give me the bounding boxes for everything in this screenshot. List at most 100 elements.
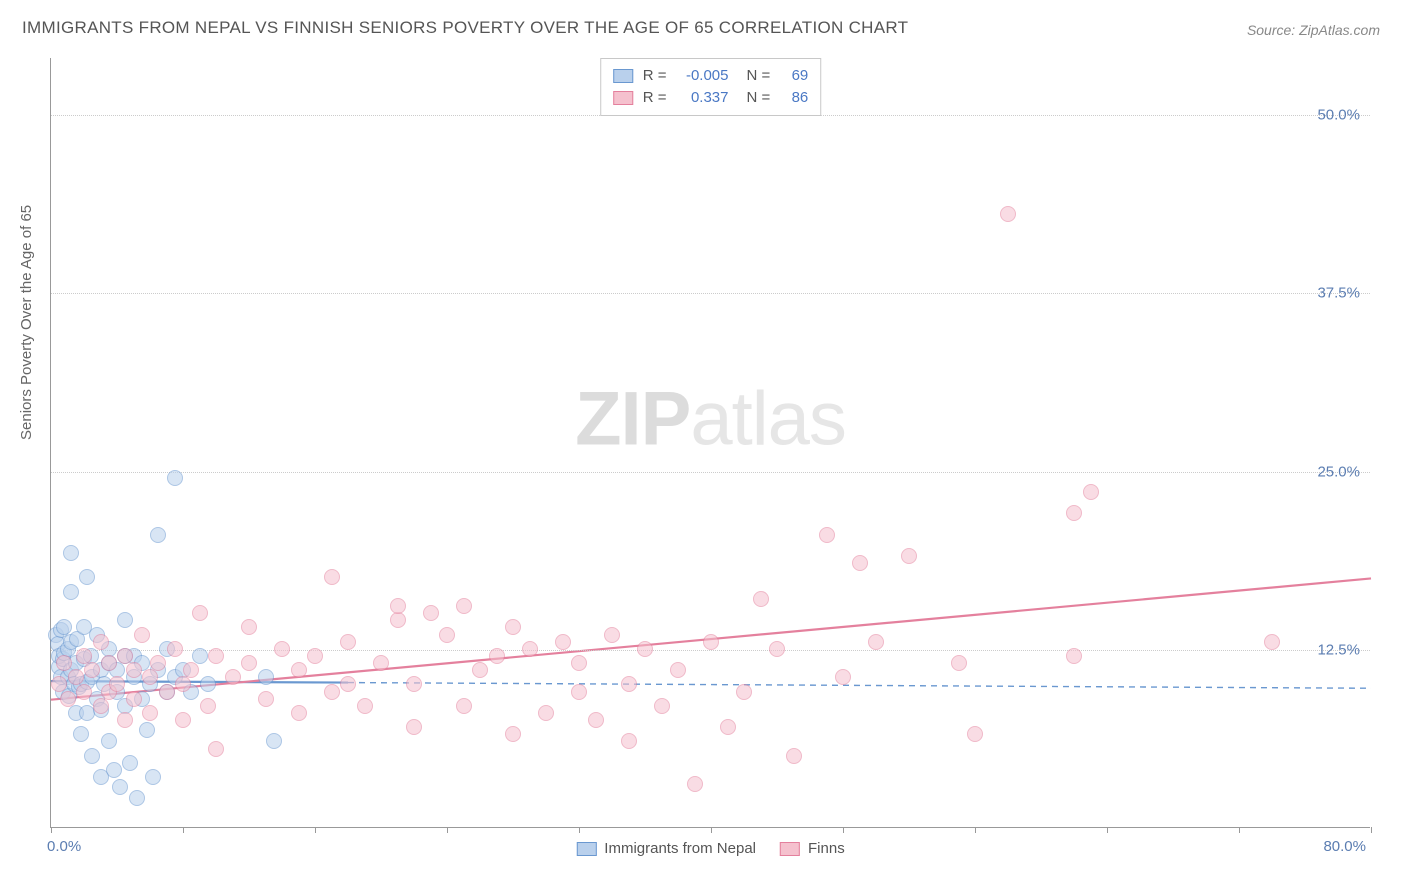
data-point-finns [291, 705, 307, 721]
data-point-finns [60, 691, 76, 707]
data-point-finns [786, 748, 802, 764]
data-point-finns [621, 733, 637, 749]
data-point-finns [84, 662, 100, 678]
data-point-finns [56, 655, 72, 671]
data-point-nepal [117, 612, 133, 628]
data-point-finns [967, 726, 983, 742]
gridline [51, 472, 1370, 473]
data-point-nepal [145, 769, 161, 785]
data-point-finns [109, 676, 125, 692]
data-point-finns [225, 669, 241, 685]
correlation-legend: R =-0.005N =69R =0.337N =86 [600, 58, 822, 116]
data-point-finns [1083, 484, 1099, 500]
data-point-nepal [122, 755, 138, 771]
legend-swatch-finns [780, 842, 800, 856]
gridline [51, 293, 1370, 294]
data-point-finns [769, 641, 785, 657]
data-point-finns [852, 555, 868, 571]
legend-item-finns: Finns [780, 840, 845, 857]
data-point-finns [406, 676, 422, 692]
data-point-nepal [84, 748, 100, 764]
data-point-finns [390, 598, 406, 614]
data-point-finns [637, 641, 653, 657]
legend-swatch-finns [613, 91, 633, 105]
watermark-atlas: atlas [690, 377, 846, 462]
data-point-finns [901, 548, 917, 564]
data-point-finns [340, 676, 356, 692]
y-axis-label: Seniors Poverty Over the Age of 65 [18, 205, 35, 440]
data-point-finns [134, 627, 150, 643]
data-point-finns [1066, 505, 1082, 521]
x-tick-mark [1371, 827, 1372, 833]
data-point-finns [76, 684, 92, 700]
data-point-finns [117, 712, 133, 728]
data-point-finns [126, 691, 142, 707]
data-point-nepal [150, 527, 166, 543]
data-point-finns [183, 662, 199, 678]
y-tick-label: 12.5% [1317, 641, 1360, 658]
data-point-finns [126, 662, 142, 678]
legend-stats-row-finns: R =0.337N =86 [613, 87, 809, 109]
data-point-finns [208, 648, 224, 664]
y-tick-label: 25.0% [1317, 463, 1360, 480]
data-point-nepal [266, 733, 282, 749]
legend-swatch-nepal [576, 842, 596, 856]
data-point-finns [703, 634, 719, 650]
r-label: R = [643, 87, 667, 109]
data-point-finns [274, 641, 290, 657]
watermark-zip: ZIP [575, 377, 690, 462]
data-point-finns [324, 569, 340, 585]
data-point-nepal [101, 733, 117, 749]
data-point-finns [200, 698, 216, 714]
data-point-finns [1264, 634, 1280, 650]
data-point-finns [1066, 648, 1082, 664]
data-point-finns [819, 527, 835, 543]
r-label: R = [643, 65, 667, 87]
y-tick-label: 37.5% [1317, 285, 1360, 302]
data-point-finns [868, 634, 884, 650]
x-tick-mark [1239, 827, 1240, 833]
data-point-finns [175, 712, 191, 728]
x-tick-mark [447, 827, 448, 833]
data-point-nepal [192, 648, 208, 664]
n-value-finns: 86 [780, 87, 808, 109]
legend-label-finns: Finns [808, 840, 845, 857]
source-link[interactable]: ZipAtlas.com [1299, 22, 1380, 38]
data-point-finns [406, 719, 422, 735]
legend-item-nepal: Immigrants from Nepal [576, 840, 756, 857]
data-point-finns [588, 712, 604, 728]
data-point-finns [456, 598, 472, 614]
data-point-nepal [200, 676, 216, 692]
r-value-nepal: -0.005 [677, 65, 729, 87]
x-tick-mark [315, 827, 316, 833]
data-point-finns [522, 641, 538, 657]
data-point-finns [175, 676, 191, 692]
data-point-nepal [129, 790, 145, 806]
data-point-finns [241, 619, 257, 635]
data-point-finns [208, 741, 224, 757]
data-point-finns [159, 684, 175, 700]
x-tick-mark [183, 827, 184, 833]
n-value-nepal: 69 [780, 65, 808, 87]
data-point-finns [687, 776, 703, 792]
data-point-finns [373, 655, 389, 671]
x-tick-mark [975, 827, 976, 833]
source-label: Source: [1247, 22, 1295, 38]
data-point-finns [753, 591, 769, 607]
data-point-finns [604, 627, 620, 643]
data-point-finns [1000, 206, 1016, 222]
data-point-nepal [63, 584, 79, 600]
n-label: N = [747, 87, 771, 109]
data-point-finns [93, 698, 109, 714]
data-point-finns [291, 662, 307, 678]
trendline-extension-nepal [348, 683, 1371, 689]
x-tick-mark [711, 827, 712, 833]
data-point-finns [720, 719, 736, 735]
data-point-nepal [258, 669, 274, 685]
data-point-finns [571, 684, 587, 700]
y-tick-label: 50.0% [1317, 107, 1360, 124]
data-point-finns [258, 691, 274, 707]
x-axis-min-label: 0.0% [47, 838, 81, 855]
data-point-finns [150, 655, 166, 671]
data-point-nepal [106, 762, 122, 778]
